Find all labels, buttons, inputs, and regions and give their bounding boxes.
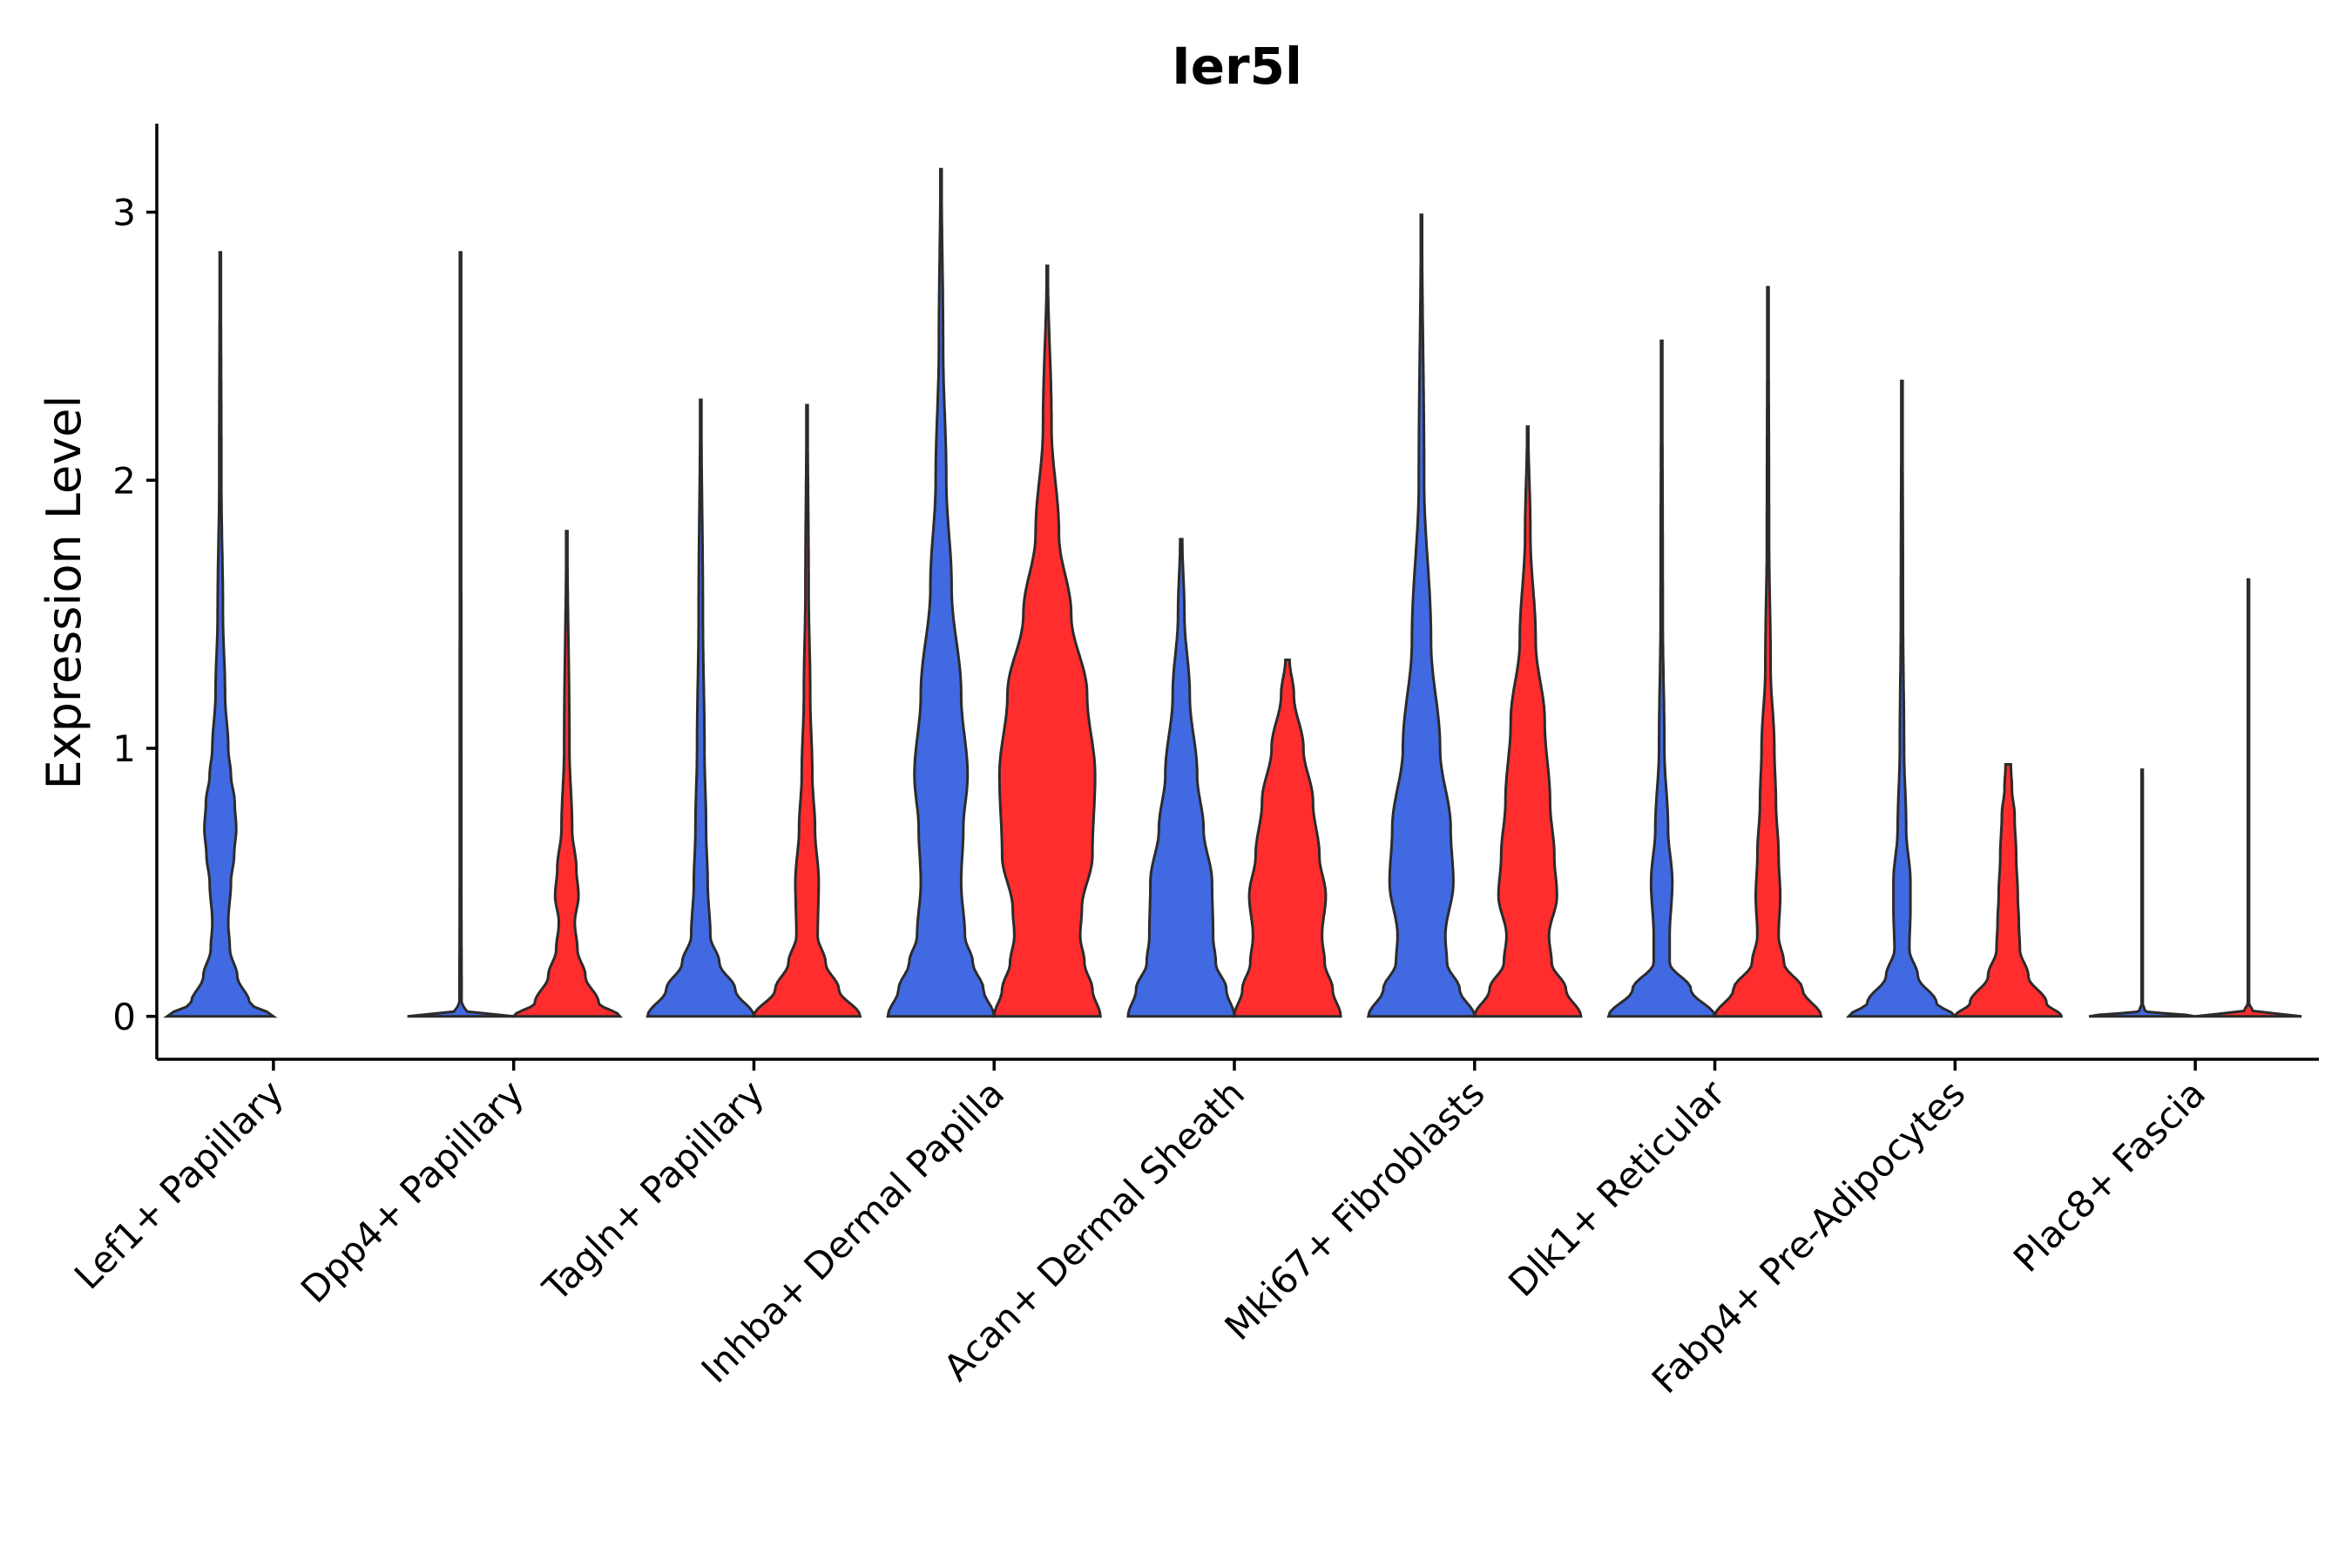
violin-red [510, 530, 623, 1018]
y-axis-label: Expression Level [37, 395, 91, 790]
violins-layer [163, 167, 2302, 1018]
y-ticks: 0 1 2 3 [112, 192, 157, 1038]
violin-blue [407, 251, 514, 1018]
violin-red [1953, 763, 2064, 1018]
chart-title: Ier5l [1172, 37, 1302, 96]
x-tick-label: Lef1+ Papillary [66, 1071, 292, 1297]
violin-blue [645, 398, 756, 1018]
y-tick-label: 2 [112, 459, 136, 502]
violin-red [2194, 578, 2302, 1018]
violin-blue [2088, 768, 2196, 1018]
x-tick-label: Dpp4+ Papillary [293, 1071, 532, 1311]
x-tick-label: Tagln+ Papillary [534, 1071, 772, 1309]
y-tick-label: 0 [112, 996, 136, 1038]
violin-red [1472, 425, 1583, 1018]
violin-red [1713, 286, 1823, 1018]
y-tick-label: 3 [112, 192, 136, 234]
x-ticks: Lef1+ Papillary Dpp4+ Papillary Tagln+ Pap… [66, 1059, 2213, 1402]
violin-blue [886, 167, 996, 1018]
violin-blue [1845, 379, 1958, 1018]
x-tick-label: Mki67+ Fibroblasts [1216, 1071, 1492, 1348]
violin-red [992, 264, 1102, 1018]
violin-blue [163, 251, 278, 1018]
violin-blue [1366, 213, 1477, 1018]
violin-red [752, 403, 862, 1018]
y-tick-label: 1 [112, 727, 136, 770]
violin-red [1233, 659, 1342, 1018]
x-tick-label: Plac8+ Fascia [2005, 1071, 2213, 1280]
x-tick-label: Dlk1+ Reticular [1500, 1071, 1734, 1305]
violin-blue [1606, 339, 1717, 1018]
violin-blue [1126, 537, 1236, 1018]
